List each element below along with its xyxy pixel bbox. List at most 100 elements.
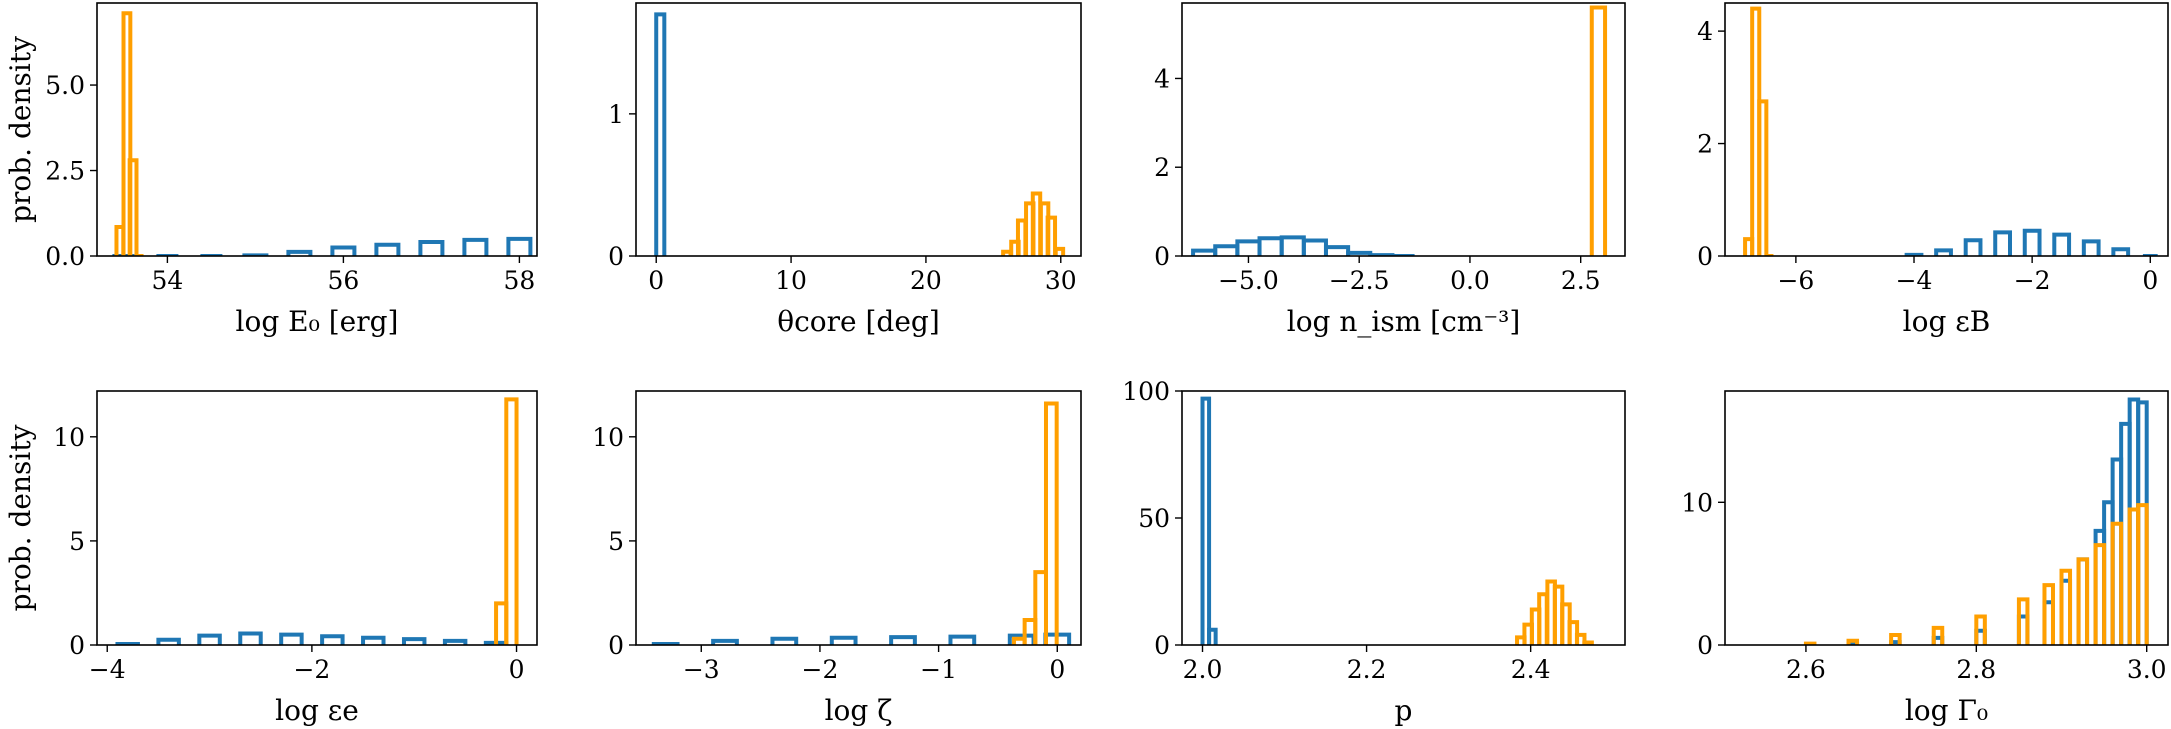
y-tick-label: 0 <box>608 631 624 660</box>
x-tick-label: 0 <box>648 266 664 295</box>
series-blue <box>1904 228 2158 256</box>
hist-bar <box>1045 215 1058 256</box>
x-tick-label: 54 <box>151 266 183 295</box>
y-axis-label: prob. density <box>4 424 37 611</box>
x-tick-label: −3 <box>683 655 720 684</box>
series-blue <box>654 12 667 256</box>
x-tick-label: 0 <box>1049 655 1065 684</box>
x-axis-label: log εe <box>275 694 359 727</box>
hist-bar <box>1589 5 1608 256</box>
series-blue <box>1846 397 2149 645</box>
x-tick-label: 2.5 <box>1561 266 1601 295</box>
hist-bar <box>1323 245 1351 256</box>
hist-bar <box>1582 640 1594 645</box>
hist-bar <box>1974 614 1987 645</box>
hist-bar <box>2059 568 2073 645</box>
x-tick-label: 56 <box>327 266 359 295</box>
hist-bar <box>770 636 799 645</box>
histogram-panel-1: 54 56 58 0.0 2.5 5.0 log E₀ [erg] prob. density <box>4 2 538 338</box>
hist-bar <box>279 632 304 645</box>
hist-bar <box>2111 247 2131 256</box>
hist-bar <box>2110 521 2124 645</box>
series-blue <box>651 632 1072 645</box>
hist-bar <box>948 634 977 645</box>
x-axis-label: log n_ism [cm⁻³] <box>1287 305 1521 338</box>
hist-bar <box>121 11 133 256</box>
x-tick-label: −2 <box>2014 266 2051 295</box>
axes-frame <box>635 390 1082 646</box>
hist-bar <box>1043 401 1059 645</box>
x-tick-label: −5.0 <box>1218 266 1279 295</box>
series-blue <box>115 631 509 645</box>
hist-bar <box>1963 238 1983 256</box>
y-tick-label: 50 <box>1138 504 1170 533</box>
x-tick-label: 0 <box>509 655 525 684</box>
hist-bar <box>127 158 139 256</box>
y-tick-label: 0 <box>1697 242 1713 271</box>
series-blue <box>1200 396 1218 645</box>
hist-bar <box>2016 597 2030 645</box>
series-orange <box>494 397 519 645</box>
hist-bar <box>2076 557 2090 645</box>
x-tick-label: −1 <box>920 655 957 684</box>
x-tick-label: 58 <box>503 266 535 295</box>
y-axis-label: prob. density <box>4 36 37 223</box>
histogram-panel-6: −3 −2 −1 0 0 5 10 log ζ <box>592 390 1082 727</box>
x-axis-label: log Γ₀ <box>1905 694 1988 727</box>
series-orange <box>1001 191 1066 256</box>
y-tick-label: 4 <box>1154 64 1170 93</box>
x-tick-label: −2 <box>293 655 330 684</box>
hist-bar <box>1235 239 1262 256</box>
hist-bar <box>361 635 386 645</box>
x-axis-label: θcore [deg] <box>777 305 940 338</box>
y-tick-label: 5.0 <box>45 71 85 100</box>
x-tick-label: −2 <box>802 655 839 684</box>
y-tick-label: 0 <box>608 242 624 271</box>
hist-bar <box>2081 239 2101 256</box>
hist-bar <box>286 249 313 256</box>
hist-bar <box>374 242 401 256</box>
hist-bar <box>2052 232 2072 256</box>
hist-bar <box>2042 583 2055 645</box>
series-orange <box>1589 5 1608 256</box>
hist-bar <box>2022 228 2042 256</box>
y-tick-label: 10 <box>592 423 624 452</box>
axes-frame <box>635 2 1082 257</box>
histogram-panel-2: 0 10 20 30 0 1 θcore [deg] <box>608 2 1082 338</box>
hist-bar <box>197 633 222 645</box>
y-tick-label: 2.5 <box>45 157 85 186</box>
axes-frame <box>1724 2 2169 257</box>
hist-bar <box>1213 244 1240 256</box>
axes-frame <box>1724 390 2169 646</box>
hist-bar <box>1279 235 1306 256</box>
series-blue <box>1191 235 1415 256</box>
histogram-panel-4: −6 −4 −2 0 0 2 4 log εB <box>1697 2 2169 338</box>
y-tick-label: 0 <box>1154 631 1170 660</box>
hist-bar <box>418 239 445 256</box>
hist-bar <box>504 397 519 645</box>
x-tick-label: −2.5 <box>1329 266 1390 295</box>
x-tick-label: 2.0 <box>1183 655 1223 684</box>
axes-frame <box>96 2 538 257</box>
hist-bar <box>1846 638 1860 645</box>
y-tick-label: 0.0 <box>45 242 85 271</box>
x-tick-label: 2.2 <box>1347 655 1387 684</box>
series-orange <box>1803 503 2149 645</box>
y-tick-label: 5 <box>608 527 624 556</box>
x-axis-label: log E₀ [erg] <box>236 305 399 338</box>
x-tick-label: 10 <box>775 266 807 295</box>
hist-bar <box>1934 248 1953 256</box>
hist-bar <box>442 638 468 645</box>
y-tick-label: 100 <box>1122 377 1170 406</box>
hist-bar <box>2093 543 2107 645</box>
hist-bar <box>889 635 917 645</box>
y-tick-label: 10 <box>53 423 85 452</box>
hist-bar <box>330 245 357 256</box>
x-tick-label: 2.8 <box>1956 655 1996 684</box>
x-tick-label: 3.0 <box>2127 655 2167 684</box>
hist-bar <box>156 637 181 645</box>
x-tick-label: −6 <box>1777 266 1814 295</box>
y-tick-label: 5 <box>69 527 85 556</box>
hist-bar <box>1757 99 1769 256</box>
